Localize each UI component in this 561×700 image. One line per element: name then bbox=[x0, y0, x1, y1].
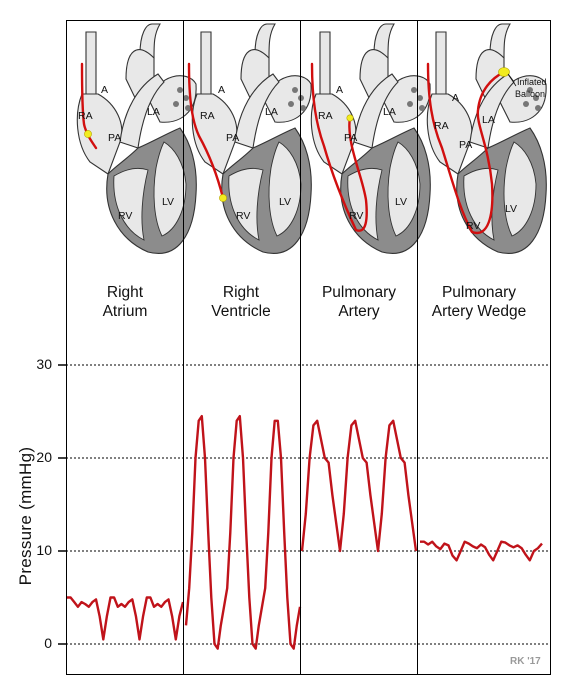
heart-illustration-pulmonary-artery bbox=[310, 23, 431, 254]
svg-text:PA: PA bbox=[344, 132, 357, 144]
svg-text:RV: RV bbox=[349, 210, 363, 222]
svg-text:A: A bbox=[101, 84, 108, 96]
heart-illustration-right-atrium bbox=[76, 23, 197, 254]
svg-text:RA: RA bbox=[200, 110, 215, 122]
catheter bbox=[187, 62, 225, 200]
pressure-traces bbox=[67, 414, 543, 650]
panel-divider bbox=[417, 20, 418, 675]
y-tick-label: 30 bbox=[36, 356, 52, 372]
svg-text:RA: RA bbox=[78, 110, 93, 122]
svg-text:LV: LV bbox=[505, 203, 517, 215]
inflated-balloon bbox=[498, 67, 510, 77]
svg-text:RA: RA bbox=[318, 110, 333, 122]
catheter bbox=[80, 62, 98, 150]
balloon-label: Balloon bbox=[515, 89, 545, 99]
svg-text:PA: PA bbox=[459, 139, 472, 151]
panel-divider bbox=[183, 20, 184, 675]
balloon-label: Inflated bbox=[517, 77, 547, 87]
gridlines bbox=[66, 364, 551, 645]
pressure-trace-right-ventricle bbox=[184, 414, 302, 650]
svg-text:A: A bbox=[336, 84, 343, 96]
y-tick-label: 0 bbox=[44, 635, 52, 651]
author-credit: RK '17 bbox=[510, 656, 541, 667]
svg-text:RV: RV bbox=[466, 220, 480, 232]
heart-illustration-right-ventricle bbox=[187, 23, 312, 254]
svg-text:LV: LV bbox=[395, 196, 407, 208]
panel-frame bbox=[66, 20, 551, 675]
catheter-tip-balloon bbox=[219, 194, 227, 202]
svg-text:RA: RA bbox=[434, 120, 449, 132]
svg-text:RV: RV bbox=[118, 210, 132, 222]
y-axis-label: Pressure (mmHg) bbox=[16, 446, 35, 586]
svg-text:LA: LA bbox=[383, 106, 396, 118]
stage-title-right-ventricle: Right Ventricle bbox=[211, 284, 271, 320]
catheter-tip-balloon bbox=[346, 114, 354, 122]
heart-illustration-pulmonary-artery-wedge bbox=[426, 23, 547, 254]
y-tick-label: 10 bbox=[36, 542, 52, 558]
svg-text:A: A bbox=[452, 92, 459, 104]
svg-text:LA: LA bbox=[482, 114, 495, 126]
svg-text:LV: LV bbox=[279, 196, 291, 208]
svg-text:PA: PA bbox=[226, 132, 239, 144]
stage-title-right-atrium: Right Atrium bbox=[102, 284, 148, 320]
pressure-trace-right-atrium bbox=[67, 596, 185, 641]
svg-text:LA: LA bbox=[265, 106, 278, 118]
pressure-trace-pulmonary-artery bbox=[300, 419, 418, 553]
pressure-trace-pulmonary-artery-wedge bbox=[420, 540, 543, 562]
svg-text:LA: LA bbox=[147, 106, 160, 118]
svg-text:RV: RV bbox=[236, 210, 250, 222]
y-tick-label: 20 bbox=[36, 449, 52, 465]
svg-text:PA: PA bbox=[108, 132, 121, 144]
svg-text:A: A bbox=[218, 84, 225, 96]
catheter bbox=[426, 62, 506, 235]
y-ticks bbox=[58, 364, 66, 645]
panel-divider bbox=[300, 20, 301, 675]
catheter-tip-balloon bbox=[84, 130, 92, 138]
stage-title-pulmonary-artery: Pulmonary Artery bbox=[321, 284, 397, 320]
svg-text:LV: LV bbox=[162, 196, 174, 208]
catheter bbox=[310, 62, 368, 232]
stage-title-pulmonary-artery-wedge: Pulmonary Artery Wedge bbox=[431, 284, 527, 320]
heart-labels: RA A PA LA RV LV RA A PA LA RV LV RA A P… bbox=[78, 77, 547, 232]
